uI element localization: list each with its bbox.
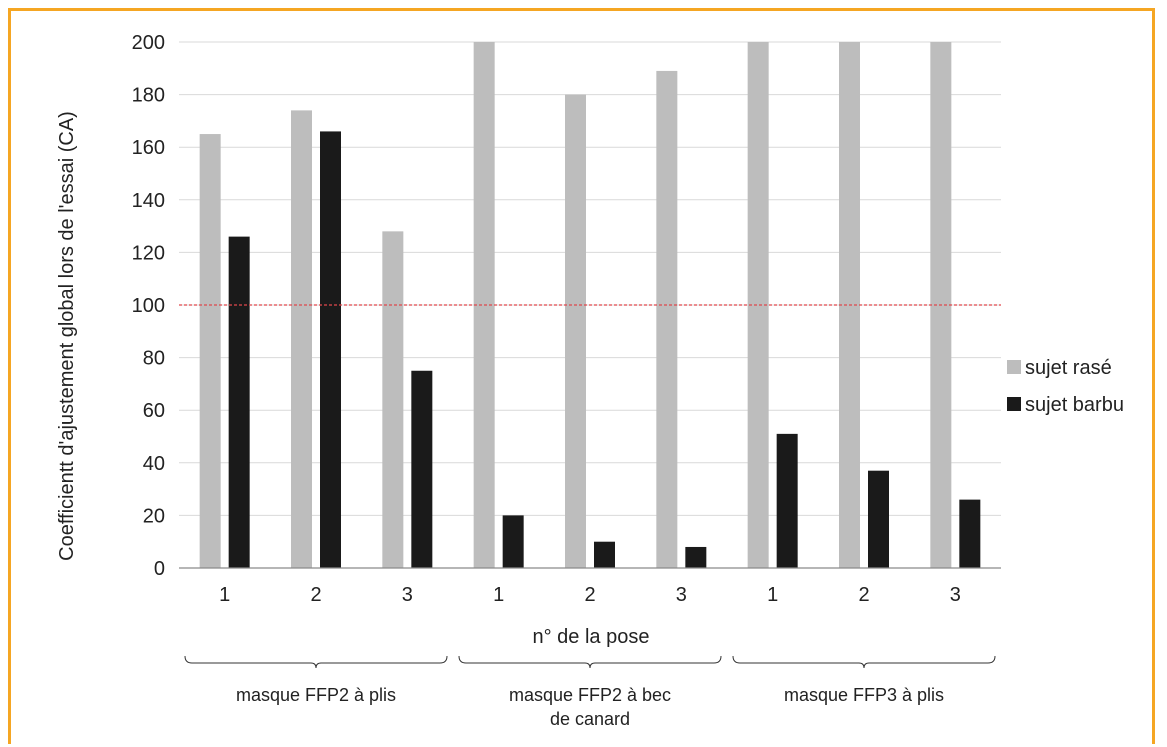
- legend-label-sujet-barbu: sujet barbu: [1025, 394, 1124, 416]
- group-bracket: [184, 655, 448, 669]
- tick-labels: 0 20 40 60 80 100 120 140 160 180 200 1 2 3 1 2 3 1 2 3: [132, 32, 961, 606]
- x-tick-label: 1: [219, 584, 230, 606]
- legend-label-sujet-rase: sujet rasé: [1025, 357, 1112, 379]
- group-label-2: de canard: [550, 709, 630, 729]
- bar-sujet-barbu: [228, 236, 250, 568]
- y-tick-label: 160: [132, 137, 165, 159]
- bar-sujet-rase: [291, 110, 312, 568]
- bar-sujet-rase: [382, 231, 404, 569]
- x-tick-label: 1: [493, 584, 504, 606]
- bar-sujet-barbu: [685, 546, 707, 568]
- bar-sujet-rase: [656, 70, 678, 569]
- y-tick-label: 20: [143, 505, 165, 527]
- bar-sujet-barbu: [868, 470, 889, 568]
- y-tick-label: 200: [132, 32, 165, 54]
- group-bracket: [458, 655, 722, 669]
- bar-sujet-rase: [565, 94, 586, 568]
- x-tick-label: 3: [950, 584, 961, 606]
- group-bracket: [732, 655, 996, 669]
- y-tick-label: 40: [143, 453, 165, 475]
- legend-swatch-sujet-rase: [1007, 360, 1021, 374]
- group-label-3: masque FFP3 à plis: [784, 685, 944, 705]
- legend: sujet rasé sujet barbu: [1007, 357, 1124, 416]
- group-brackets: masque FFP2 à plis masque FFP2 à bec de ca…: [184, 655, 996, 729]
- y-tick-label: 100: [132, 295, 165, 317]
- y-tick-label: 60: [143, 400, 165, 422]
- bar-sujet-barbu: [594, 541, 615, 568]
- y-tick-label: 180: [132, 85, 165, 107]
- bar-chart: 0 20 40 60 80 100 120 140 160 180 200 1 2 3 1 2 3 1 2 3 Coe…: [56, 32, 1124, 729]
- y-tick-label: 80: [143, 348, 165, 370]
- bar-sujet-barbu: [776, 433, 798, 568]
- group-label-1: masque FFP2 à plis: [236, 685, 396, 705]
- y-axis-title: Coefficientt d'ajustement global lors de…: [56, 111, 78, 561]
- legend-swatch-sujet-barbu: [1007, 397, 1021, 411]
- bar-sujet-barbu: [502, 515, 524, 568]
- bar-sujet-rase: [747, 42, 769, 568]
- x-tick-label: 1: [767, 584, 778, 606]
- y-tick-label: 120: [132, 242, 165, 264]
- bar-sujet-rase: [199, 134, 221, 569]
- x-tick-label: 3: [402, 584, 413, 606]
- bars: [199, 42, 981, 569]
- y-tick-label: 140: [132, 190, 165, 212]
- group-label-2: masque FFP2 à bec: [509, 685, 671, 705]
- x-tick-label: 2: [584, 584, 595, 606]
- chart-frame: 0 20 40 60 80 100 120 140 160 180 200 1 2 3 1 2 3 1 2 3 Coe…: [8, 8, 1155, 744]
- x-axis-title: n° de la pose: [533, 626, 650, 648]
- bar-sujet-barbu: [320, 131, 341, 569]
- x-tick-label: 2: [310, 584, 321, 606]
- bar-sujet-barbu: [959, 499, 981, 568]
- x-tick-label: 2: [858, 584, 869, 606]
- x-tick-label: 3: [676, 584, 687, 606]
- y-tick-label: 0: [154, 558, 165, 580]
- bar-sujet-barbu: [411, 370, 433, 568]
